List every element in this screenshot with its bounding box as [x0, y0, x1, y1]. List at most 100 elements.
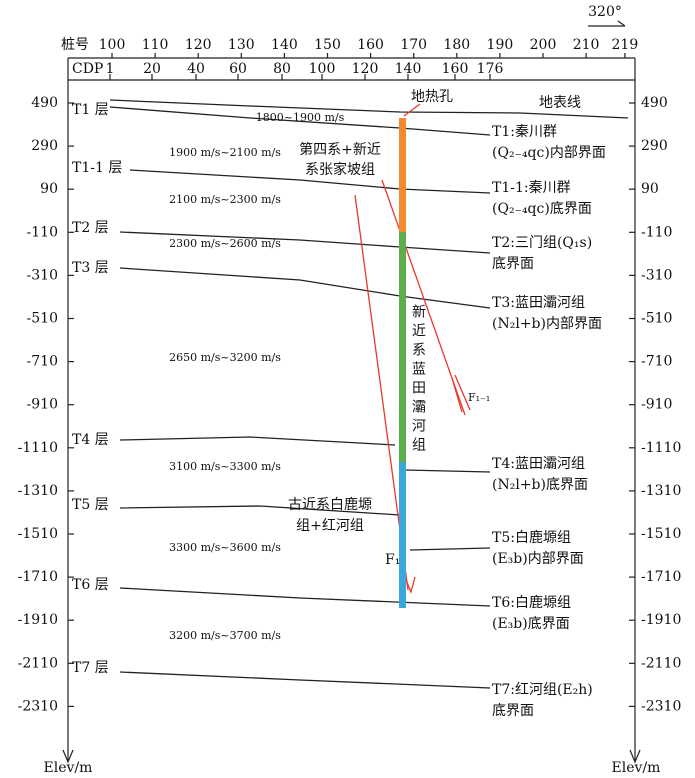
elevation-label: -110: [641, 224, 672, 240]
elevation-label: -510: [641, 311, 672, 327]
elevation-label: -710: [27, 354, 58, 370]
horizon-right-label: T4:蓝田灞河组: [492, 456, 585, 472]
station-label: 110: [142, 37, 169, 53]
horizon-right-label: (E₃b)内部界面: [492, 551, 584, 567]
elevation-label: -110: [27, 224, 58, 240]
formation-label: 组+红河组: [296, 518, 364, 534]
station-label: 219: [612, 37, 639, 53]
horizon-left-label: T1-1 层: [72, 160, 122, 176]
velocity-label: 3200 m/s~3700 m/s: [169, 629, 281, 642]
horizon-left-label: T4 层: [72, 432, 109, 448]
fault-label: F₁₋₁: [468, 391, 490, 404]
cdp-value: 160: [442, 61, 469, 77]
horizon-left-label: T6 层: [72, 577, 109, 593]
elevation-label: -2310: [641, 698, 681, 714]
orientation-arrow: [588, 20, 626, 27]
top-axis-label: 桩号: [61, 36, 89, 53]
horizon-right-label: T6:白鹿塬组: [492, 594, 571, 611]
horizon-line: [119, 505, 401, 516]
formation-label: 古近系白鹿塬: [288, 496, 372, 513]
horizon-left-label: T3 层: [72, 260, 109, 276]
horizon-line: [129, 169, 491, 194]
station-label: 180: [443, 37, 470, 53]
horizon-right-label: (N₂l+b)内部界面: [492, 316, 602, 332]
horizon-left-label: T1 层: [72, 102, 109, 118]
horizon-right-label: 底界面: [492, 703, 534, 719]
elevation-label: 90: [641, 181, 659, 197]
cdp-value: 100: [309, 61, 336, 77]
formation-label: 新近系蓝田灞河组: [410, 304, 426, 456]
elevation-label: -710: [641, 354, 672, 370]
station-label: 150: [314, 37, 341, 53]
station-label: 160: [357, 37, 384, 53]
elevation-label: -1710: [18, 569, 58, 585]
elevation-label: -1110: [18, 440, 58, 456]
horizon-right-label: T3:蓝田灞河组: [492, 295, 585, 311]
velocity-label: 1900 m/s~2100 m/s: [169, 146, 281, 159]
horizon-line: [404, 469, 491, 473]
horizon-left-label: T2 层: [72, 220, 109, 236]
surface-label: 地表线: [539, 95, 581, 111]
horizon-right-label: (E₃b)底界面: [492, 616, 570, 632]
cdp-value: 120: [352, 61, 379, 77]
horizon-right-label: T2:三门组(Q₁s): [492, 235, 592, 251]
horizon-line: [409, 547, 491, 551]
elevation-label: 490: [641, 95, 668, 111]
elevation-label: 290: [31, 138, 58, 154]
elevation-label: -2110: [18, 655, 58, 671]
velocity-label: 1800~1900 m/s: [256, 111, 345, 124]
elevation-label: -2110: [641, 655, 681, 671]
formation-label: 系张家坡组: [305, 161, 375, 178]
cdp-value: 40: [187, 61, 205, 77]
cdp-value: 1: [106, 61, 115, 77]
elevation-unit: Elev/m: [44, 760, 93, 776]
orientation-label: 320°: [588, 4, 622, 20]
fault-arrow: [451, 374, 471, 413]
elevation-label: 90: [40, 181, 58, 197]
horizon-line: [109, 106, 491, 136]
elevation-label: 290: [641, 138, 668, 154]
elevation-label: -1310: [18, 483, 58, 499]
velocity-label: 2650 m/s~3200 m/s: [169, 351, 281, 364]
elevation-label: -1310: [641, 483, 681, 499]
axis-arrow: [62, 749, 74, 764]
well-label: 地热孔: [411, 89, 453, 105]
cdp-value: 20: [143, 61, 161, 77]
velocity-label: 2100 m/s~2300 m/s: [169, 193, 281, 206]
formation-label: 第四系+新近: [299, 141, 381, 158]
axis-arrow: [629, 749, 641, 764]
horizon-right-label: (Q₂₋₄qc)内部界面: [492, 145, 606, 161]
horizon-left-label: T5 层: [72, 497, 109, 513]
elevation-label: -910: [641, 397, 672, 413]
fault-label: F₁: [385, 552, 400, 568]
horizon-line: [119, 436, 396, 446]
elevation-label: -310: [27, 267, 58, 283]
station-label: 210: [573, 37, 600, 53]
elevation-label: -910: [27, 397, 58, 413]
velocity-label: 3100 m/s~3300 m/s: [169, 460, 281, 473]
elevation-label: -510: [27, 311, 58, 327]
cdp-value: 140: [395, 61, 422, 77]
velocity-label: 3300 m/s~3600 m/s: [169, 541, 281, 554]
horizon-right-label: T5:白鹿塬组: [492, 529, 571, 546]
horizon-right-label: T1-1:秦川群: [492, 180, 571, 196]
surface-line: [109, 99, 629, 119]
cdp-value: 176: [477, 61, 504, 77]
cdp-value: 80: [273, 61, 291, 77]
horizon-left-label: T7 层: [72, 660, 109, 676]
horizon-right-label: T7:红河组(E₂h): [492, 682, 593, 698]
well-segment: [399, 118, 406, 232]
horizon-right-label: T1:秦川群: [492, 124, 557, 140]
horizon-line: [119, 671, 491, 689]
station-label: 100: [99, 37, 126, 53]
horizon-line: [119, 587, 491, 607]
station-label: 130: [228, 37, 255, 53]
well-pointer: [403, 103, 421, 117]
elevation-label: -310: [641, 267, 672, 283]
well-segment: [399, 462, 406, 608]
elevation-label: -2310: [18, 698, 58, 714]
elevation-label: -1910: [641, 612, 681, 628]
station-label: 200: [530, 37, 557, 53]
station-label: 120: [185, 37, 212, 53]
